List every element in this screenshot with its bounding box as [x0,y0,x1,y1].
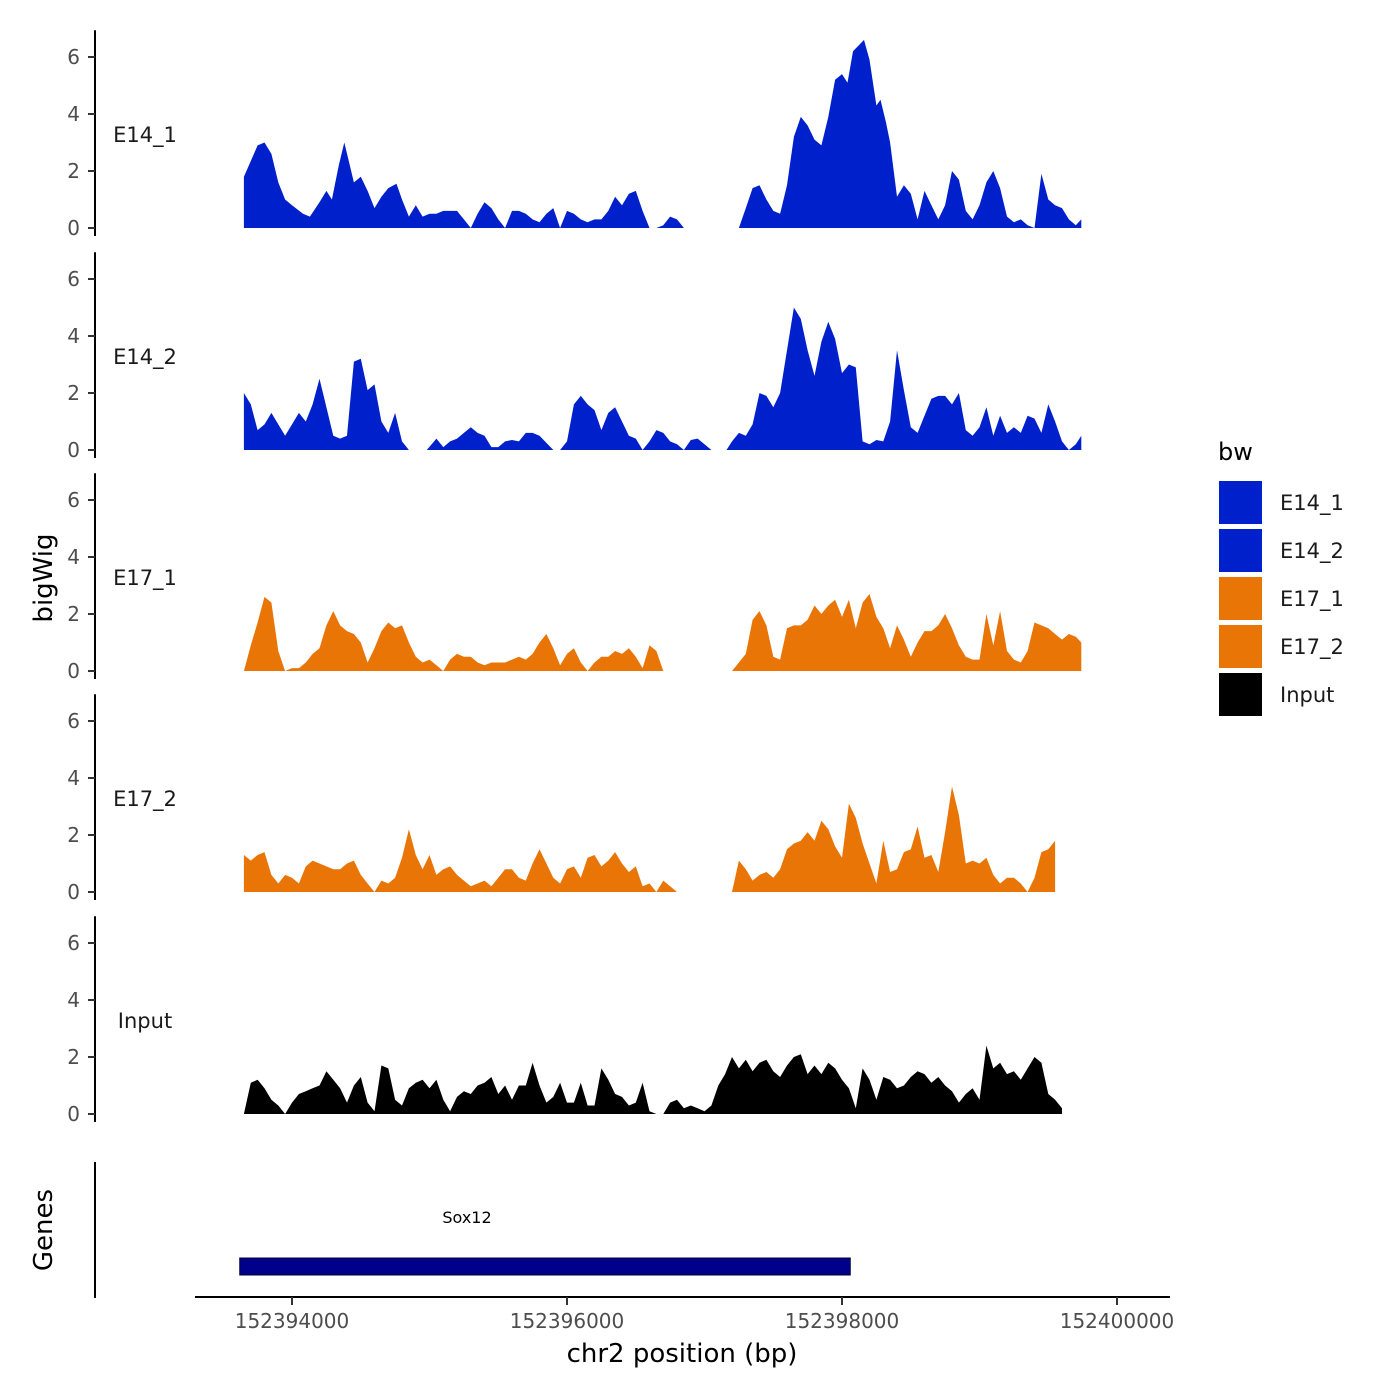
x-axis-title: chr2 position (bp) [567,1339,798,1369]
panel-E14_2: 0 2 4 6 E14_2 [67,252,1082,462]
y-tick-label: 0 [67,216,80,240]
legend-title: bw [1218,438,1253,466]
legend-label: E14_1 [1280,491,1344,516]
track-label: E17_1 [113,566,177,591]
y-tick-label: 2 [67,159,80,183]
area-E17_1 [243,596,664,671]
y-tick-label: 6 [67,931,80,955]
area-E14_2 [726,307,1082,450]
area-Input [663,1045,1062,1114]
y-tick-label: 4 [67,324,80,348]
legend-swatch [1217,479,1264,526]
y-tick-label: 4 [67,766,80,790]
legend-label: E17_1 [1280,587,1344,612]
legend-swatch [1217,623,1264,670]
y-tick-label: 0 [67,438,80,462]
legend: bw E14_1 E14_2 E17_1 E17_2 Input [1217,438,1344,718]
y-tick-label: 6 [67,45,80,69]
legend-label: E17_2 [1280,635,1344,660]
x-tick-label: 152394000 [235,1309,350,1333]
y-tick-label: 0 [67,659,80,683]
area-E17_2 [243,829,677,892]
y-tick-label: 2 [67,381,80,405]
area-E14_2 [560,395,712,450]
gene-label: Sox12 [442,1208,491,1227]
panel-E17_2: 0 2 4 6 E17_2 [67,694,1056,904]
y-tick-label: 6 [67,709,80,733]
y-tick-label: 0 [67,1102,80,1126]
y-tick-label: 0 [67,880,80,904]
area-E17_1 [732,594,1082,671]
x-axis: chr2 position (bp) 152394000 152396000 152… [195,1296,1175,1369]
track-label: E14_1 [113,123,177,148]
legend-swatch [1217,527,1264,574]
area-E14_2 [426,427,554,450]
track-label: Input [118,1009,172,1033]
area-E14_1 [738,39,1082,229]
track-label: E14_2 [113,345,177,370]
x-tick-label: 152400000 [1060,1309,1175,1333]
y-tick-label: 6 [67,488,80,512]
y-tick-label: 2 [67,1045,80,1069]
track-label: E17_2 [113,787,177,812]
signal-panels: 0 2 4 6 E14_1 0 2 4 6 E14_2 0 2 4 6 E17_1 0 2 4 6 E17_2 0 2 4 6… [67,30,1082,1126]
legend-label: E14_2 [1280,539,1344,564]
x-tick-label: 152396000 [510,1309,625,1333]
genes-panel: Genes Sox12 [29,1162,851,1298]
genes-track-label: Genes [29,1189,59,1271]
legend-label: Input [1280,683,1334,707]
area-E14_2 [243,358,409,450]
area-Input [243,1062,657,1114]
y-tick-label: 6 [67,267,80,291]
y-tick-label: 4 [67,988,80,1012]
legend-swatch [1217,671,1264,718]
area-E14_1 [243,142,684,228]
y-tick-label: 4 [67,102,80,126]
y-tick-label: 4 [67,545,80,569]
gene-body [239,1257,851,1276]
y-tick-label: 2 [67,823,80,847]
legend-swatch [1217,575,1264,622]
panel-E14_1: 0 2 4 6 E14_1 [67,30,1082,240]
x-tick-label: 152398000 [785,1309,900,1333]
area-E17_2 [732,786,1056,892]
panel-E17_1: 0 2 4 6 E17_1 [67,473,1082,683]
panel-Input: 0 2 4 6 Input [67,916,1062,1126]
y-axis-title: bigWig [29,533,59,622]
y-tick-label: 2 [67,602,80,626]
